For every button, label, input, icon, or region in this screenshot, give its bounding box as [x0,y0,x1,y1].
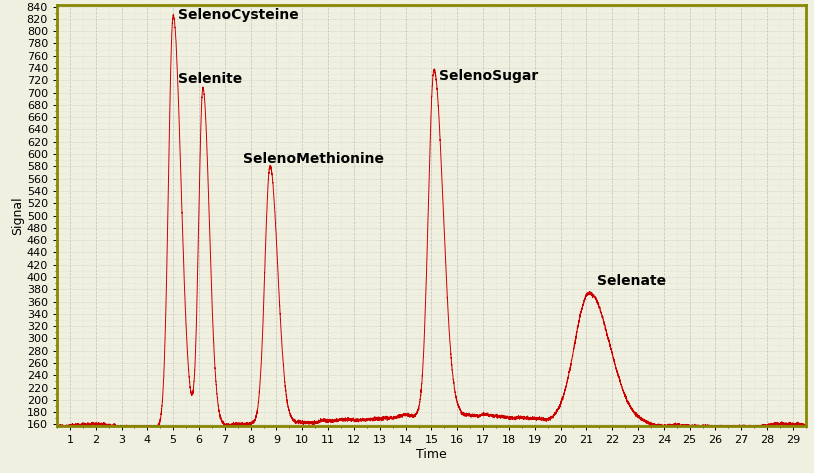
Text: SelenoSugar: SelenoSugar [440,69,538,83]
X-axis label: Time: Time [416,447,447,461]
Text: SelenoMethionine: SelenoMethionine [243,152,384,166]
Text: SelenoCysteine: SelenoCysteine [178,8,299,22]
Text: Selenate: Selenate [597,274,666,288]
Y-axis label: Signal: Signal [11,196,24,235]
Text: Selenite: Selenite [178,72,243,87]
